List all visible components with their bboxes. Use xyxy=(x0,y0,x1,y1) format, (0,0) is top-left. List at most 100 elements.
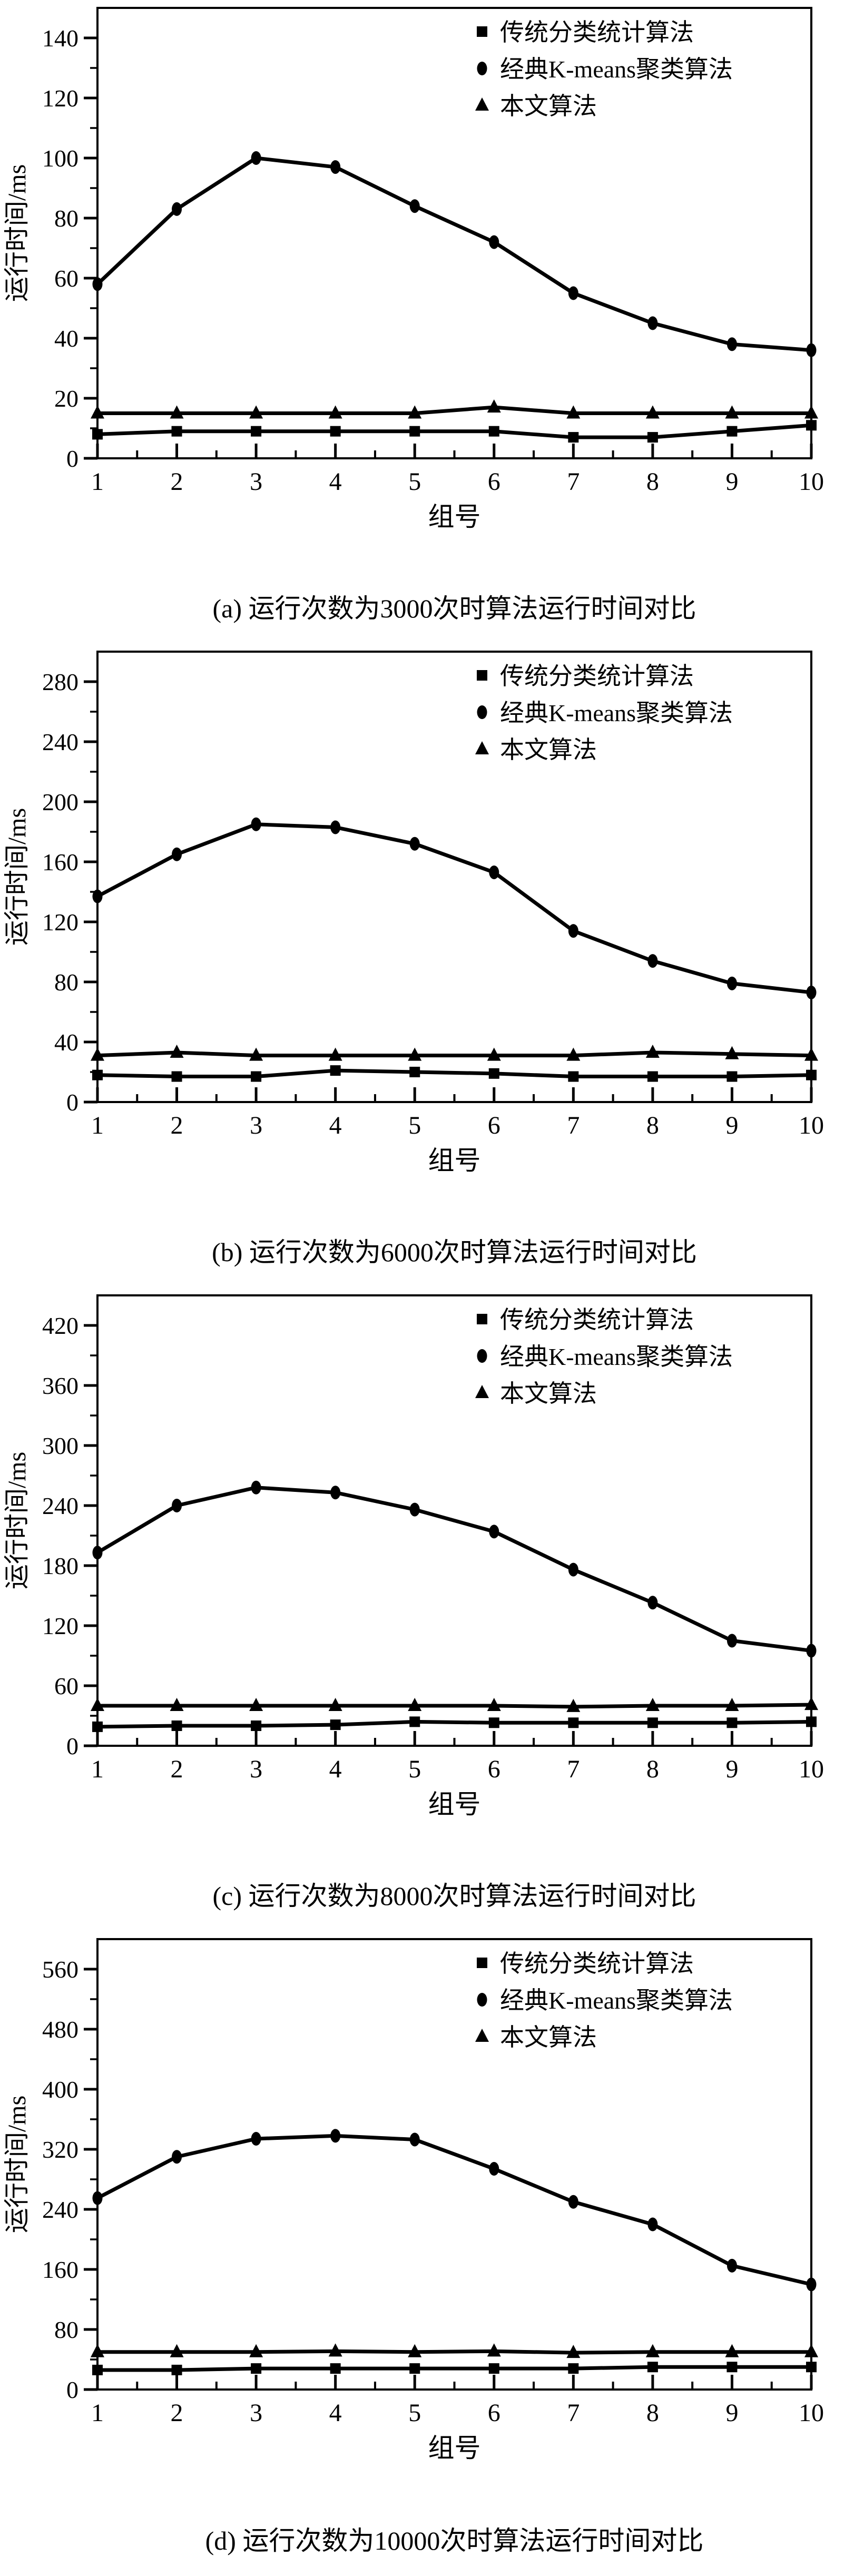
triangle-data-marker xyxy=(645,405,660,419)
x-tick-label: 8 xyxy=(646,2399,659,2427)
x-tick-label: 1 xyxy=(91,468,104,496)
y-tick-label: 560 xyxy=(42,1956,78,1983)
square-legend-icon xyxy=(477,1958,487,1968)
circle-data-marker xyxy=(92,277,103,291)
series-line-kmeans xyxy=(95,822,813,995)
x-tick-label: 2 xyxy=(171,1112,183,1139)
chart-a-runtime-3000: 0 20 40 60 80 100 120 140 1 2 3 4 5 6 7 8 9 10 运行时间/ms 组号 (a… xyxy=(0,0,864,644)
x-tick-label: 9 xyxy=(725,468,738,496)
square-data-marker xyxy=(726,2362,738,2373)
y-tick-label: 240 xyxy=(42,2196,78,2223)
x-tick-label: 2 xyxy=(171,1755,183,1783)
square-data-marker xyxy=(330,426,341,437)
circle-data-marker xyxy=(489,235,499,249)
y-tick-label: 80 xyxy=(54,2316,78,2343)
series-line-proposed xyxy=(95,2349,813,2355)
y-tick-label: 140 xyxy=(42,25,78,52)
triangle-data-marker xyxy=(725,2344,739,2357)
circle-legend-icon xyxy=(477,62,487,75)
square-legend-icon xyxy=(477,26,487,37)
y-tick-label: 240 xyxy=(42,1492,78,1519)
chart-c-runtime-8000: 0 60 120 180 240 300 360 420 1 2 3 4 5 6 7 8 9 10 运行时间/ms 组… xyxy=(0,1287,864,1931)
x-tick-label: 6 xyxy=(488,468,500,496)
series-line-traditional xyxy=(95,423,813,439)
triangle-data-marker xyxy=(170,2344,184,2357)
circle-data-marker xyxy=(409,2132,420,2147)
triangle-data-marker xyxy=(804,2344,818,2357)
circle-data-marker xyxy=(330,2129,341,2143)
x-tick-label: 8 xyxy=(646,1755,659,1783)
circle-data-marker xyxy=(568,286,578,300)
triangle-legend-icon xyxy=(475,2029,489,2042)
y-tick-label: 180 xyxy=(42,1552,78,1579)
series-line-proposed xyxy=(95,1703,813,1709)
series-line-kmeans xyxy=(95,2133,813,2286)
series-line-traditional xyxy=(95,1068,813,1079)
legend-item-label: 经典K-means聚类算法 xyxy=(500,56,733,83)
triangle-data-marker xyxy=(645,1698,660,1711)
circle-data-marker xyxy=(172,2150,182,2164)
circle-data-marker xyxy=(726,337,737,351)
x-tick-label: 6 xyxy=(488,1755,500,1783)
chart-title: (c) 运行次数为8000次时算法运行时间对比 xyxy=(213,1881,696,1911)
triangle-data-marker xyxy=(91,2344,104,2357)
triangle-data-marker xyxy=(804,1697,818,1710)
triangle-data-marker xyxy=(487,1047,501,1061)
circle-data-marker xyxy=(806,2277,817,2292)
triangle-data-marker xyxy=(91,1698,104,1711)
x-tick-label: 6 xyxy=(488,1112,500,1139)
y-tick-label: 280 xyxy=(42,668,78,695)
y-tick-label: 0 xyxy=(66,2376,78,2403)
square-legend-icon xyxy=(477,670,487,681)
x-tick-label: 10 xyxy=(799,2399,824,2427)
circle-data-marker xyxy=(172,847,182,861)
square-data-marker xyxy=(568,432,579,443)
circle-legend-icon xyxy=(477,1993,487,2007)
square-data-marker xyxy=(330,1719,341,1731)
square-data-marker xyxy=(251,1720,262,1731)
square-data-marker xyxy=(488,2363,499,2374)
triangle-data-marker xyxy=(804,1047,818,1061)
triangle-data-marker xyxy=(91,405,104,419)
y-tick-label: 80 xyxy=(54,205,78,232)
triangle-data-marker xyxy=(804,405,818,419)
square-data-marker xyxy=(806,1069,817,1080)
chart-title: (a) 运行次数为3000次时算法运行时间对比 xyxy=(213,594,696,623)
triangle-data-marker xyxy=(170,1044,184,1058)
triangle-data-marker xyxy=(408,405,422,419)
square-data-marker xyxy=(330,1065,341,1076)
square-data-marker xyxy=(409,426,420,437)
triangle-data-marker xyxy=(408,2344,422,2357)
chart-b-runtime-6000: 0 40 80 120 160 200 240 280 1 2 3 4 5 6 7 8 9 10 运行时间/ms 组号… xyxy=(0,644,864,1287)
legend-item-label: 传统分类统计算法 xyxy=(500,19,694,46)
y-axis-title: 运行时间/ms xyxy=(3,2096,31,2233)
circle-data-marker xyxy=(330,160,341,174)
y-tick-label: 60 xyxy=(54,1673,78,1699)
series-line-proposed xyxy=(95,1050,813,1058)
triangle-data-marker xyxy=(566,1698,581,1712)
triangle-data-marker xyxy=(725,1698,739,1711)
square-data-marker xyxy=(409,1716,420,1727)
x-tick-label: 4 xyxy=(329,1755,342,1783)
circle-data-marker xyxy=(726,976,737,990)
y-tick-label: 0 xyxy=(66,1733,78,1759)
series-line-kmeans xyxy=(95,156,813,352)
chart-d-runtime-10000: 0 80 160 240 320 400 480 560 1 2 3 4 5 6 7 8 9 10 运行时间/ms 组… xyxy=(0,1931,864,2576)
x-tick-label: 7 xyxy=(567,1112,580,1139)
triangle-data-marker xyxy=(328,1047,342,1061)
chart-panel-d: 0 80 160 240 320 400 480 560 1 2 3 4 5 6 7 8 9 10 运行时间/ms 组… xyxy=(0,1931,864,2576)
square-data-marker xyxy=(568,1717,579,1728)
square-data-marker xyxy=(92,1069,103,1080)
chart-panel-c: 0 60 120 180 240 300 360 420 1 2 3 4 5 6 7 8 9 10 运行时间/ms 组… xyxy=(0,1287,864,1931)
triangle-data-marker xyxy=(328,1698,342,1711)
square-data-marker xyxy=(806,1716,817,1727)
y-tick-label: 360 xyxy=(42,1372,78,1399)
triangle-data-marker xyxy=(645,1044,660,1058)
circle-data-marker xyxy=(251,2132,261,2146)
square-data-marker xyxy=(726,426,738,437)
triangle-data-marker xyxy=(249,1698,263,1711)
circle-data-marker xyxy=(172,202,182,216)
circle-data-marker xyxy=(92,1546,103,1560)
y-tick-label: 0 xyxy=(66,445,78,472)
